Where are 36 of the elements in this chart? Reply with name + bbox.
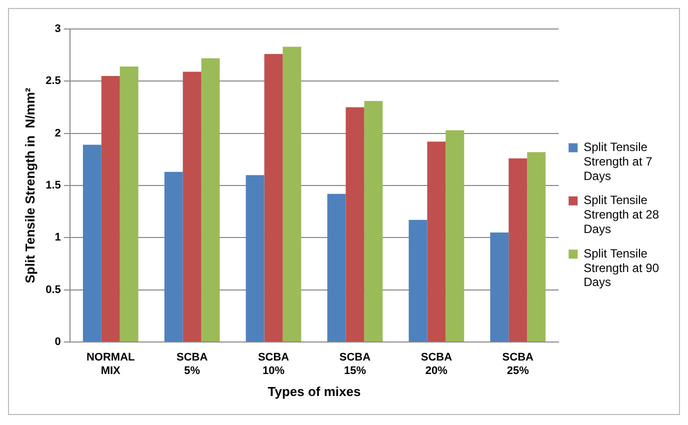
bar bbox=[346, 107, 364, 342]
bar bbox=[327, 194, 346, 342]
x-tick-label: SCBA 25% bbox=[502, 352, 534, 377]
y-axis-title: Split Tensile Strength in N/mm² bbox=[22, 87, 38, 284]
bar bbox=[527, 152, 546, 342]
bar bbox=[490, 232, 509, 342]
legend-label: Split Tensile Strength at 28 Days bbox=[584, 193, 660, 236]
bar bbox=[364, 100, 383, 342]
y-tick-label: 2 bbox=[54, 127, 61, 140]
bar bbox=[201, 58, 220, 342]
y-tick-label: 1.5 bbox=[46, 180, 61, 192]
bar bbox=[101, 76, 120, 342]
bar bbox=[182, 72, 202, 342]
x-tick-label: NORMAL MIX bbox=[86, 352, 136, 377]
x-axis-title: Types of mixes bbox=[268, 384, 361, 399]
bar bbox=[408, 220, 428, 342]
x-tick-label: SCBA 15% bbox=[339, 352, 371, 377]
legend-label: Split Tensile Strength at 7 Days bbox=[584, 140, 653, 183]
x-tick-label: SCBA 5% bbox=[176, 352, 208, 377]
y-tick-label: 1 bbox=[54, 232, 61, 244]
legend-label: Split Tensile Strength at 90 Days bbox=[584, 246, 660, 290]
bar bbox=[264, 54, 283, 342]
y-tick-label: 0.5 bbox=[46, 284, 61, 296]
bar bbox=[427, 142, 446, 342]
y-tick-label: 2.5 bbox=[46, 75, 61, 88]
y-tick-label: 0 bbox=[54, 336, 61, 348]
bar bbox=[120, 66, 138, 342]
bar bbox=[164, 172, 183, 342]
bar bbox=[508, 158, 528, 342]
x-tick-label: SCBA 20% bbox=[420, 352, 452, 377]
x-tick-label: SCBA 10% bbox=[258, 352, 290, 377]
bar bbox=[246, 175, 264, 342]
y-tick-label: 3 bbox=[54, 23, 61, 36]
bar bbox=[446, 130, 464, 342]
bar bbox=[82, 144, 102, 342]
bar bbox=[282, 46, 302, 342]
